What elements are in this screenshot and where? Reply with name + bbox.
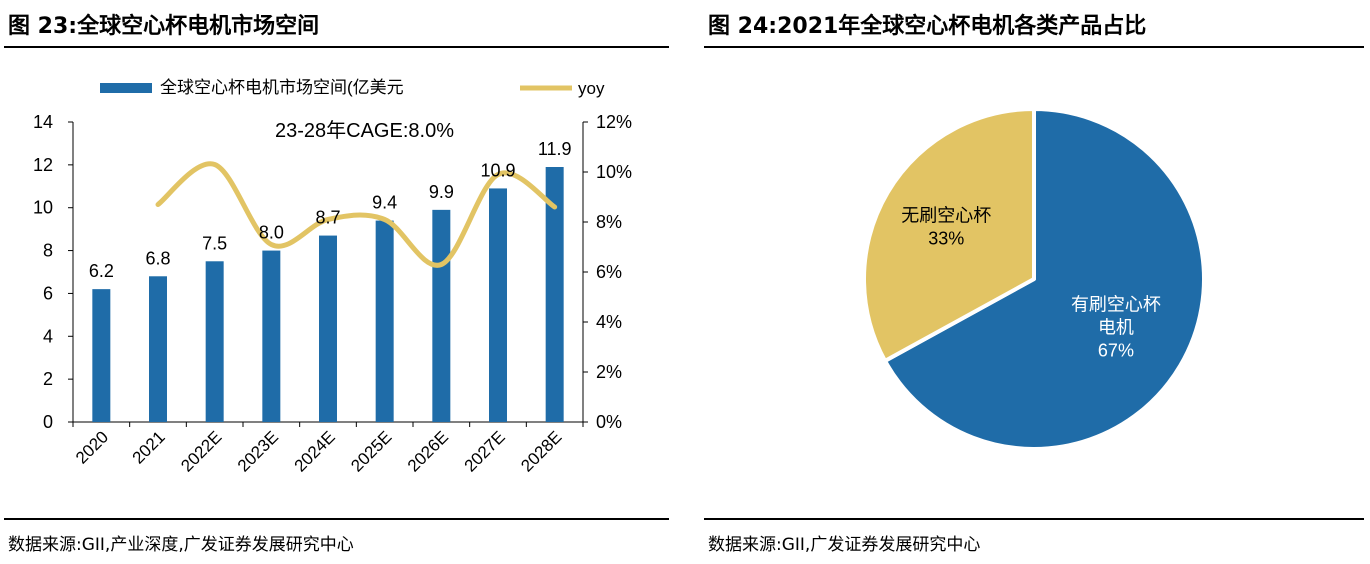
figure-24-title: 图 24:2021年全球空心杯电机各类产品占比 [708,14,1147,39]
legend-label-market: 全球空心杯电机市场空间(亿美元 [160,78,404,97]
figure-23-title-rule [4,46,669,48]
x-tick-label: 2021 [129,427,169,467]
bar [432,209,451,422]
pie-slice-percent: 33% [928,229,964,249]
bar-data-label: 11.9 [538,139,572,159]
right-tick-label: 10% [596,162,632,182]
bar-data-label: 9.4 [372,193,397,213]
pie-slice-label: 无刷空心杯 [901,206,991,226]
right-tick-label: 6% [596,262,622,282]
bar-data-label: 6.8 [145,248,170,268]
bar-series [92,167,564,422]
bar [149,276,167,422]
figure-23-source-rule [4,518,669,520]
figure-24-source-rule [704,518,1364,520]
right-tick-label: 12% [596,112,632,132]
figure-24-panel: 图 24:2021年全球空心杯电机各类产品占比 有刷空心杯电机 67% 无刷空心杯 3… [700,0,1370,564]
left-tick-label: 0 [43,412,53,432]
left-tick-label: 10 [33,198,53,218]
right-tick-label: 8% [596,212,622,232]
x-tick-label: 2024E [291,427,339,475]
left-tick-label: 8 [43,241,53,261]
bar [545,167,564,422]
x-tick-label: 2020 [72,427,112,467]
bar [262,250,281,422]
figure-23-title: 图 23:全球空心杯电机市场空间 [8,14,320,39]
left-tick-label: 6 [43,283,53,303]
figure-24-title-rule [704,46,1364,48]
chart-legend: 全球空心杯电机市场空间(亿美元 yoy [100,78,605,98]
x-tick-label: 2028E [517,427,565,475]
x-tick-label: 2027E [461,427,509,475]
bar-line-chart: 全球空心杯电机市场空间(亿美元 yoy 23-28年CAGE:8.0% 0 2 4 6 8… [33,78,632,476]
cagr-annotation: 23-28年CAGE:8.0% [275,119,454,142]
left-tick-label: 14 [33,112,53,132]
figure-24-source: 数据来源:GII,广发证券发展研究中心 [708,535,981,555]
legend-swatch-market [100,83,152,93]
figure-23-source: 数据来源:GII,产业深度,广发证券发展研究中心 [8,535,354,555]
pie-slice [862,107,1036,363]
bar [92,289,111,422]
left-tick-label: 4 [43,326,53,346]
yoy-line [155,161,558,268]
bar-data-label: 9.9 [429,182,454,202]
bar-data-label: 8.0 [259,223,284,243]
x-tick-label: 2023E [234,427,282,475]
bar [205,261,224,422]
bar-data-label: 6.2 [89,261,114,281]
left-tick-label: 12 [33,155,53,175]
right-tick-label: 0% [596,412,622,432]
bar-data-label: 10.9 [480,160,515,180]
figure-23-panel: 图 23:全球空心杯电机市场空间 全球空心杯电机市场空间(亿美元 yoy 23-2… [0,0,683,564]
bar-data-label: 8.7 [315,208,340,228]
bar [375,220,394,422]
left-tick-label: 2 [43,369,53,389]
x-tick-label: 2026E [404,427,452,475]
x-tick-label: 2022E [177,427,225,475]
pie-slice-label: 有刷空心杯 [1071,294,1161,314]
bar [319,235,337,422]
x-tick-label: 2025E [347,427,395,475]
right-tick-label: 4% [596,312,622,332]
bar [489,188,507,422]
pie-slice-percent: 67% [1098,340,1134,360]
right-tick-label: 2% [596,362,622,382]
yoy-line-series [155,161,558,268]
bar-data-label: 7.5 [202,233,227,253]
pie-slice [883,107,1206,451]
legend-label-yoy: yoy [578,79,605,98]
pie-slice-label: 电机 [1098,317,1134,337]
pie-slices [862,107,1206,451]
